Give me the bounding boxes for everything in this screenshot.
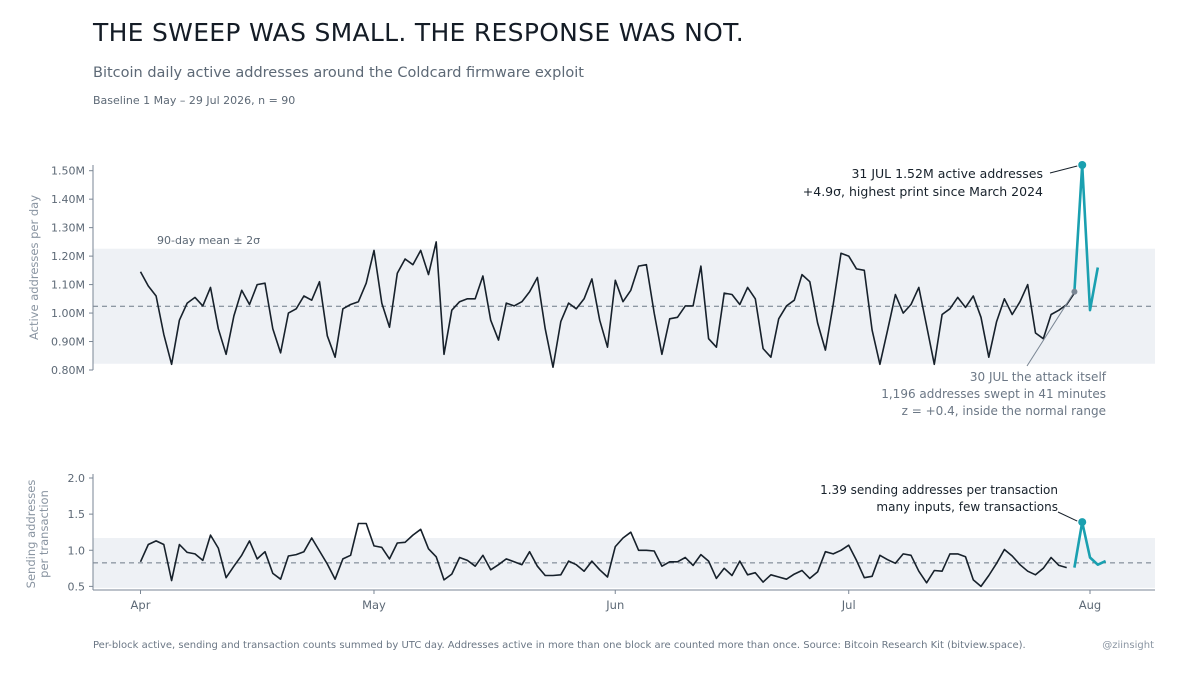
footer-note: Per-block active, sending and transactio… [93, 640, 1026, 651]
active-y-tick-label: 1.50M [51, 165, 85, 178]
ratio-y-tick-label: 1.5 [68, 508, 86, 521]
attack-annotation-line1: 30 JUL the attack itself [970, 370, 1107, 384]
peak-marker [1078, 161, 1087, 169]
baseline-note: Baseline 1 May – 29 Jul 2026, n = 90 [93, 94, 296, 107]
ratio-annotation-line2: many inputs, few transactions [876, 500, 1058, 514]
ratio-peak-marker [1078, 518, 1087, 527]
peak-annotation-line2: +4.9σ, highest print since March 2024 [803, 184, 1043, 199]
x-tick-label: Apr [131, 598, 151, 612]
x-tick-label: Jul [841, 598, 856, 612]
ratio-y-axis-label: Sending addressesper transaction [24, 480, 51, 589]
ratio-highlight-series [1073, 520, 1107, 568]
x-tick-label: Jun [605, 598, 624, 612]
active-y-axis-label: Active addresses per day [27, 195, 41, 340]
chart-subtitle: Bitcoin daily active addresses around th… [93, 65, 584, 81]
active-y-tick-label: 0.80M [51, 364, 85, 377]
peak-leader-line [1049, 165, 1078, 174]
chart-title: THE SWEEP WAS SMALL. THE RESPONSE WAS NO… [93, 18, 744, 47]
ratio-y-tick-label: 2.0 [68, 472, 86, 485]
ratio-annotation-line1: 1.39 sending addresses per transaction [820, 483, 1058, 497]
active-y-tick-label: 1.00M [51, 307, 85, 320]
author-handle: @ziinsight [1102, 640, 1154, 651]
ratio-baseline-series [139, 522, 1067, 588]
ratio-y-tick-label: 0.5 [68, 580, 86, 593]
active-y-tick-label: 1.30M [51, 222, 85, 235]
attack-annotation-line3: z = +0.4, inside the normal range [902, 404, 1106, 418]
peak-annotation-line1: 31 JUL 1.52M active addresses [851, 166, 1043, 181]
active-y-tick-label: 1.10M [51, 279, 85, 292]
x-tick-label: May [362, 598, 386, 612]
active-y-tick-label: 0.90M [51, 336, 85, 349]
attack-annotation-line2: 1,196 addresses swept in 41 minutes [881, 387, 1106, 401]
active-y-tick-label: 1.40M [51, 193, 85, 206]
band-label: 90-day mean ± 2σ [157, 234, 260, 247]
x-tick-label: Aug [1079, 598, 1101, 612]
active-highlight-series [1073, 163, 1100, 312]
active-y-tick-label: 1.20M [51, 250, 85, 263]
attack-marker [1071, 288, 1078, 295]
active-baseline-series [139, 241, 1076, 369]
ratio-leader-line [1057, 511, 1078, 522]
attack-leader-line [1026, 294, 1073, 367]
ratio-y-tick-label: 1.0 [68, 544, 86, 557]
